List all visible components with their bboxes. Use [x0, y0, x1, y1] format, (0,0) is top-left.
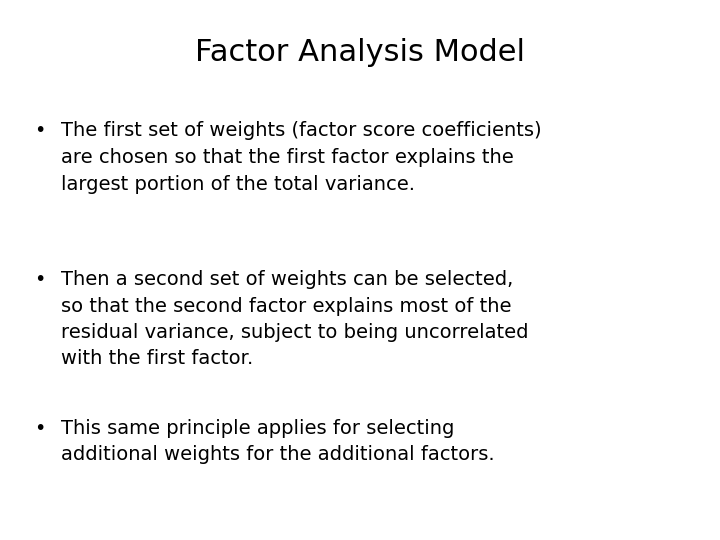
- Text: This same principle applies for selecting
additional weights for the additional : This same principle applies for selectin…: [61, 418, 495, 464]
- Text: Factor Analysis Model: Factor Analysis Model: [195, 38, 525, 67]
- Text: •: •: [34, 418, 45, 437]
- Text: •: •: [34, 122, 45, 140]
- Text: •: •: [34, 270, 45, 289]
- Text: Then a second set of weights can be selected,
so that the second factor explains: Then a second set of weights can be sele…: [61, 270, 528, 368]
- Text: The first set of weights (factor score coefficients)
are chosen so that the firs: The first set of weights (factor score c…: [61, 122, 542, 193]
